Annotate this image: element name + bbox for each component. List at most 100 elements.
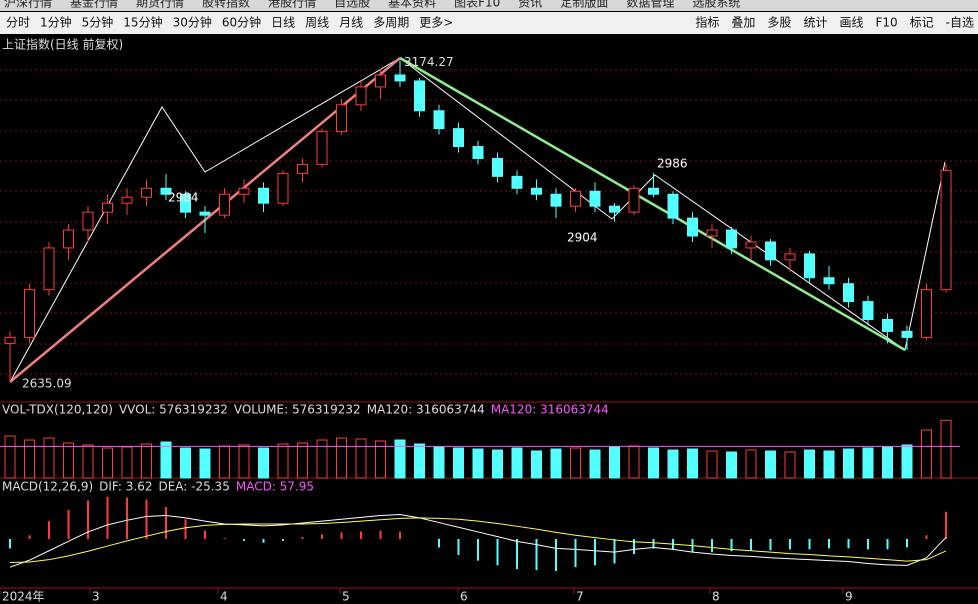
volume-bar <box>375 440 386 479</box>
volume-bar <box>82 444 94 479</box>
volume-bar <box>726 451 737 479</box>
tool-tab[interactable]: 画线 <box>839 16 863 30</box>
candle-body <box>336 104 347 133</box>
menu-item[interactable]: 期货行情 <box>136 0 184 10</box>
candle-body <box>940 169 952 291</box>
month-label: 5 <box>342 590 350 604</box>
volume-bar <box>199 448 211 479</box>
period-tab[interactable]: 日线 <box>271 16 295 30</box>
volume-bar <box>297 442 308 479</box>
candle-body <box>862 301 874 320</box>
menu-item[interactable]: 资讯 <box>518 0 542 10</box>
macd-header: DEA: -25.35 <box>158 480 229 494</box>
volume-bar <box>687 448 698 479</box>
candle-body <box>24 289 35 338</box>
macd-header: MACD: 57.95 <box>236 480 314 494</box>
menu-item[interactable]: 基本资料 <box>388 0 436 10</box>
candle-body <box>901 330 913 338</box>
period-tab[interactable]: 更多> <box>419 16 453 30</box>
volume-bar <box>823 450 835 479</box>
volume-bar <box>901 444 913 479</box>
volume-bar <box>316 439 328 479</box>
dif-line <box>9 514 947 568</box>
candle-body <box>453 128 464 148</box>
volume-bar <box>394 439 406 479</box>
period-tab[interactable]: 周线 <box>305 16 329 30</box>
volume-bar <box>531 450 542 479</box>
volume-bar <box>277 443 289 479</box>
menu-item[interactable]: 港股行情 <box>268 0 316 10</box>
price-annotation: 2984 <box>168 191 199 205</box>
candle-body <box>414 80 425 112</box>
volume-bar <box>550 448 562 479</box>
menu-item[interactable]: 定制版面 <box>560 0 608 10</box>
period-toolbar <box>0 12 978 34</box>
period-tab[interactable]: 5分钟 <box>82 15 114 30</box>
macd-header: DIF: 3.62 <box>99 480 152 494</box>
volume-bar <box>648 447 659 479</box>
candle-body <box>706 229 718 237</box>
volume-bar <box>160 441 172 479</box>
volume-bar <box>609 446 620 479</box>
tool-tab[interactable]: 统计 <box>803 16 827 30</box>
price-annotation: 2986 <box>657 157 688 171</box>
tool-tab[interactable]: 多股 <box>767 16 791 30</box>
price-annotation: 2904 <box>567 231 598 245</box>
candle-body <box>43 247 55 291</box>
candle-body <box>472 146 484 159</box>
menu-item[interactable]: 沪深行情 <box>4 0 52 10</box>
candle-body <box>4 336 16 344</box>
panel-borders <box>0 401 978 589</box>
month-label: 8 <box>712 590 720 604</box>
volume-bar <box>667 449 679 479</box>
menu-item[interactable]: 图表F10 <box>454 0 500 10</box>
price-annotation: 3174.27 <box>404 55 454 69</box>
tool-tab[interactable]: -自选 <box>946 16 974 30</box>
volume-bar <box>843 448 854 479</box>
candle-body <box>648 187 659 195</box>
candle-body <box>804 253 815 279</box>
macd-header: MACD(12,26,9) <box>2 480 93 494</box>
candle-body <box>492 157 503 177</box>
tool-tab[interactable]: F10 <box>875 16 897 30</box>
menu-item[interactable]: 数据管理 <box>626 0 674 10</box>
candle-body <box>843 283 854 303</box>
period-tab[interactable]: 1分钟 <box>40 15 72 30</box>
menu-item[interactable]: 基金行情 <box>70 0 118 10</box>
top-menu-bar <box>0 0 978 11</box>
month-label: 9 <box>845 590 853 604</box>
candle-body <box>316 131 328 165</box>
period-tab[interactable]: 30分钟 <box>173 15 212 30</box>
volume-header: VVOL: 576319232 <box>119 403 228 417</box>
candle-body <box>258 187 269 204</box>
candle-body <box>121 196 133 204</box>
volume-bar <box>121 446 133 479</box>
menu-item[interactable]: 股转指数 <box>202 0 250 10</box>
candle-body <box>511 175 523 189</box>
chart-title: 上证指数(日线 前复权) <box>2 37 123 52</box>
volume-bar <box>141 443 152 479</box>
candle-body <box>784 253 796 261</box>
volume-header: VOLUME: 576319232 <box>234 403 361 417</box>
menu-item[interactable]: 自选股 <box>334 0 370 10</box>
volume-bar <box>24 439 35 479</box>
period-tab[interactable]: 60分钟 <box>222 15 261 30</box>
period-tab[interactable]: 15分钟 <box>123 15 162 30</box>
volume-bar <box>102 447 113 479</box>
candle-body <box>765 241 776 261</box>
menu-item[interactable]: 选股系统 <box>692 0 740 10</box>
period-tab[interactable]: 月线 <box>339 16 363 30</box>
candle-body <box>609 205 620 213</box>
volume-bar <box>180 447 191 479</box>
tool-tab[interactable]: 叠加 <box>731 16 755 30</box>
period-tab[interactable]: 分时 <box>6 16 30 30</box>
candle-body <box>238 187 250 195</box>
tool-tab[interactable]: 标记 <box>910 16 934 30</box>
tool-tab[interactable]: 指标 <box>695 15 719 30</box>
volume-header: VOL-TDX(120,120) <box>2 403 113 417</box>
candle-body <box>726 229 737 249</box>
date-axis <box>0 590 978 604</box>
price-grid <box>0 69 978 375</box>
period-tab[interactable]: 多周期 <box>373 16 409 30</box>
month-label: 2024年 <box>2 590 45 604</box>
